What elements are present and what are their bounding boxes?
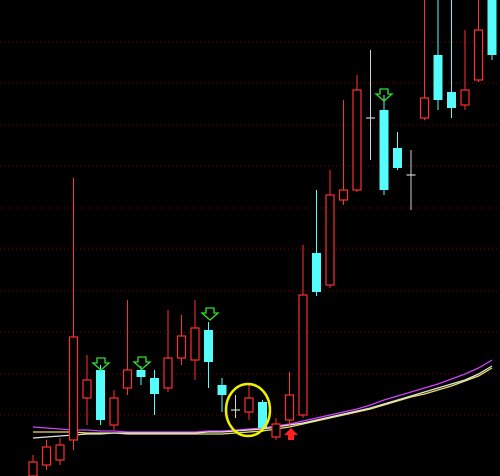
candle-body [473, 29, 484, 81]
sell-arrow [91, 357, 111, 371]
candle-body [150, 378, 159, 394]
highlight-circle [224, 382, 272, 438]
candle-body [271, 423, 281, 438]
candle-body [460, 89, 470, 106]
candle-body [284, 394, 295, 421]
candle-body [312, 253, 321, 292]
buy-arrow [284, 428, 298, 440]
grid [0, 41, 500, 416]
candle-body [338, 189, 349, 201]
candle-body [82, 379, 92, 399]
candles [28, 0, 497, 476]
sell-arrow [374, 88, 394, 102]
candle-body [136, 370, 146, 377]
candle-body [298, 294, 308, 416]
sell-arrow [200, 307, 220, 321]
candle-body [109, 397, 119, 426]
candle-body [163, 357, 173, 389]
candle-body [379, 110, 389, 190]
candle-body [55, 444, 65, 461]
signals [91, 88, 394, 440]
candle-body [217, 385, 227, 395]
candle-body [487, 0, 497, 55]
candle-body [433, 55, 443, 100]
candle-body [204, 330, 213, 362]
candle-body [393, 148, 402, 168]
candle-body [258, 402, 267, 428]
candle-body [176, 335, 187, 359]
candle-body [325, 194, 335, 286]
candle-body [96, 370, 105, 420]
candle-body [419, 97, 430, 119]
candle-body [41, 446, 52, 466]
candle-body [28, 461, 38, 476]
sell-arrow [132, 356, 152, 370]
candle-body [190, 327, 200, 361]
candle-body [244, 397, 254, 413]
candle-body [68, 336, 79, 441]
candle-body [447, 92, 456, 108]
candle-body [352, 89, 362, 191]
candle-body [122, 369, 133, 389]
